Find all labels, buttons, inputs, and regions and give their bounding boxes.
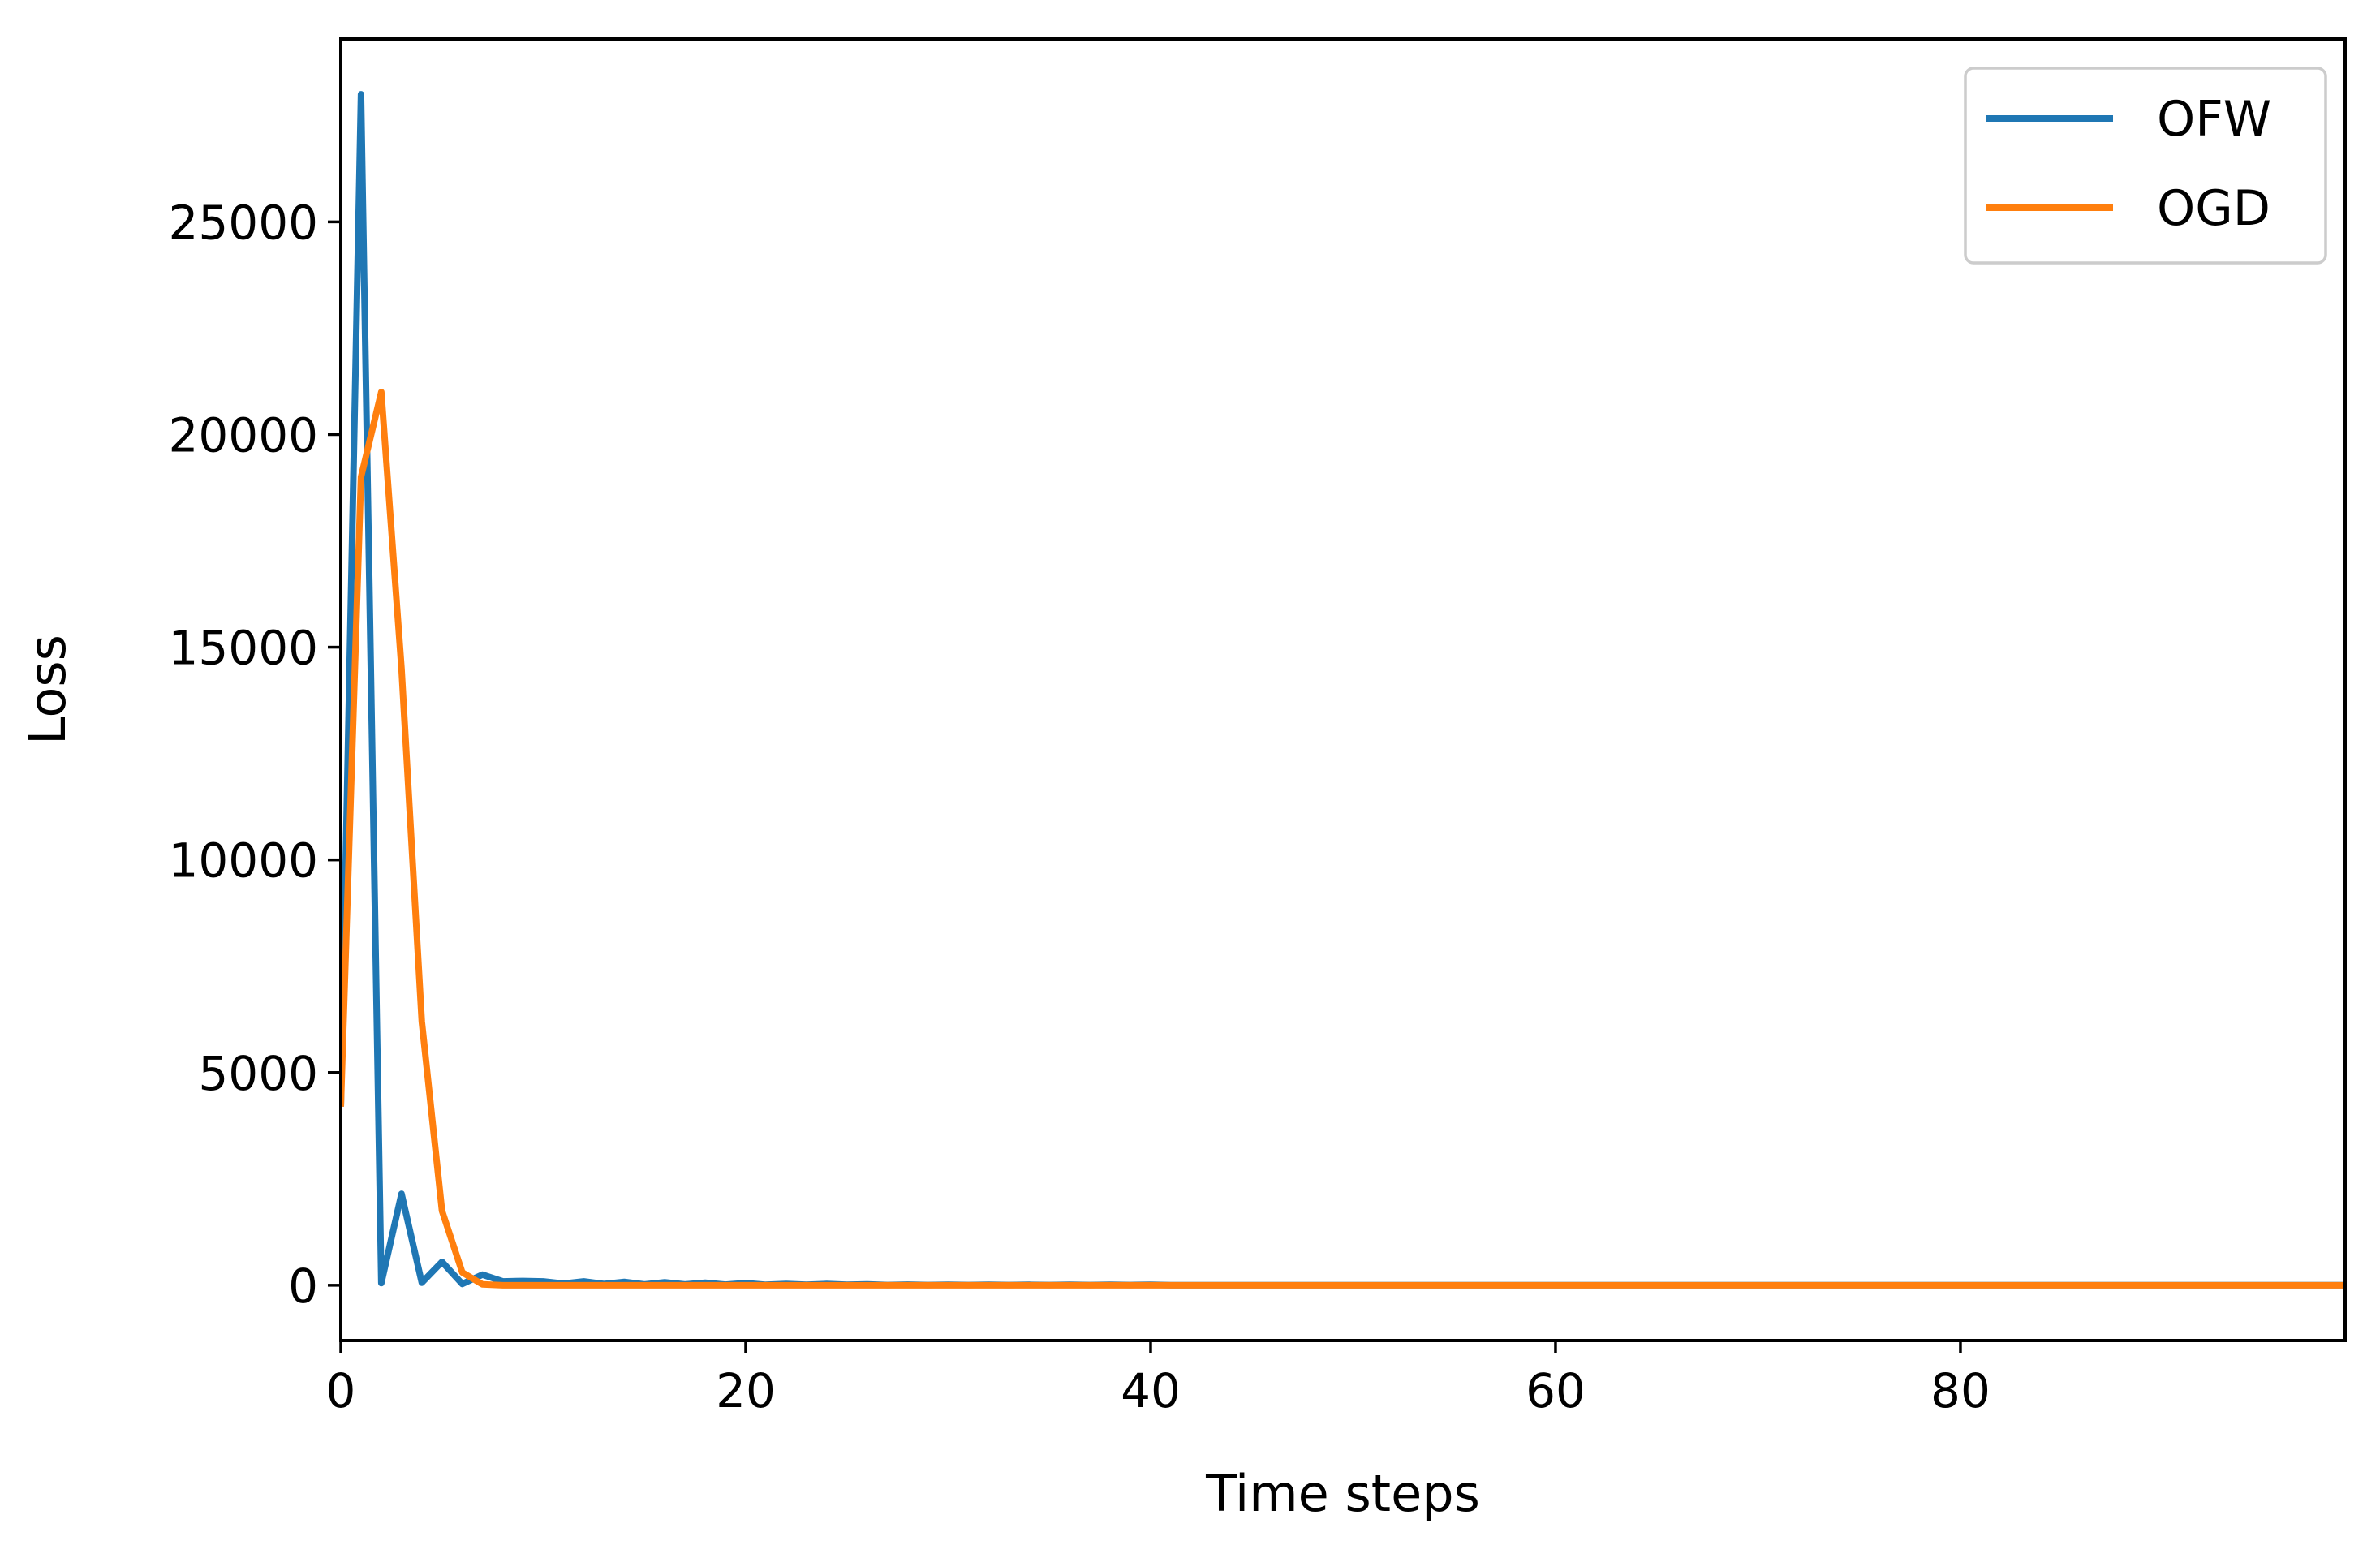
- series-layer: [341, 91, 2345, 1289]
- y-tick-label: 20000: [168, 407, 318, 463]
- x-axis: 0 20 40 60 80: [326, 1341, 1991, 1418]
- y-tick-label: 25000: [168, 195, 318, 250]
- series-line-ogd: [341, 389, 2345, 1289]
- x-tick-label: 40: [1121, 1363, 1181, 1418]
- legend-box: [1964, 67, 2327, 265]
- plot-area: [341, 91, 2345, 1289]
- legend-label-ogd: OGD: [2157, 180, 2270, 237]
- x-axis-title: Time steps: [1205, 1464, 1480, 1523]
- y-tick-label: 0: [288, 1259, 318, 1314]
- y-axis: 0 5000 10000 15000 20000 25000: [168, 195, 341, 1314]
- x-tick-label: 60: [1526, 1363, 1586, 1418]
- legend-label-ofw: OFW: [2157, 91, 2271, 148]
- legend: OFW OGD: [1964, 67, 2327, 265]
- x-tick-label: 0: [326, 1363, 356, 1418]
- axes-frame: [339, 37, 2347, 1342]
- y-axis-title: Loss: [18, 635, 77, 745]
- x-tick-label: 20: [716, 1363, 776, 1418]
- y-tick-label: 5000: [198, 1046, 318, 1101]
- y-tick-label: 15000: [168, 621, 318, 676]
- y-tick-label: 10000: [168, 833, 318, 889]
- x-tick-label: 80: [1930, 1363, 1991, 1418]
